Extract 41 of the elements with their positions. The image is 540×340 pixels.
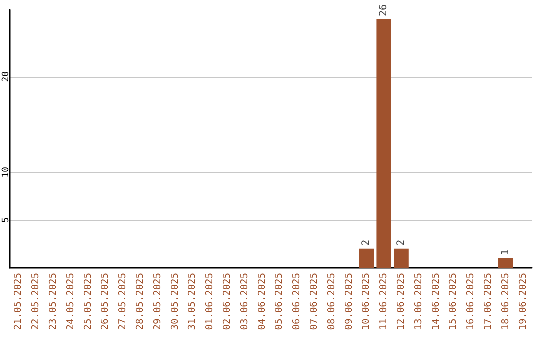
x-tick-label: 23.05.2025: [48, 273, 59, 330]
x-tick-label: 16.06.2025: [466, 273, 477, 330]
x-tick-label: 24.05.2025: [65, 273, 76, 330]
data-label: 2: [361, 240, 372, 246]
x-tick-label: 17.06.2025: [483, 273, 494, 330]
x-tick-label: 06.06.2025: [292, 273, 303, 330]
x-tick-label: 12.06.2025: [396, 273, 407, 330]
x-tick-label: 02.06.2025: [222, 273, 233, 330]
x-tick-label: 09.06.2025: [344, 273, 355, 330]
y-tick-label: 10: [2, 167, 12, 178]
x-tick-label: 04.06.2025: [256, 273, 268, 330]
x-tick-label: 31.05.2025: [187, 273, 198, 330]
x-tick-label: 27.05.2025: [118, 273, 129, 330]
x-tick-label: 29.05.2025: [152, 273, 164, 330]
x-tick-label: 05.06.2025: [274, 273, 286, 330]
x-tick-label: 14.06.2025: [430, 273, 442, 330]
x-tick-label: 11.06.2025: [378, 273, 390, 330]
x-tick-label: 19.06.2025: [518, 273, 529, 330]
x-tick-label: 13.06.2025: [413, 273, 424, 330]
x-tick-label: 28.05.2025: [135, 273, 146, 330]
x-tick-label: 08.06.2025: [326, 273, 338, 330]
bar: [498, 258, 514, 268]
x-tick-label: 01.06.2025: [204, 273, 216, 330]
x-tick-label: 25.05.2025: [82, 273, 94, 330]
bar: [394, 248, 409, 268]
data-label: 26: [378, 4, 390, 17]
x-tick-label: 18.06.2025: [500, 273, 512, 330]
x-tick-label: 07.06.2025: [309, 273, 320, 330]
bar: [359, 248, 374, 268]
x-tick-label: 15.06.2025: [448, 273, 460, 330]
x-tick-label: 10.06.2025: [361, 273, 372, 330]
x-tick-label: 22.05.2025: [30, 273, 42, 330]
data-label: 2: [396, 240, 407, 246]
x-tick-label: 21.05.2025: [13, 273, 24, 330]
x-tick-label: 03.06.2025: [239, 273, 250, 330]
x-tick-label: 26.05.2025: [100, 273, 112, 330]
bar: [376, 20, 392, 268]
y-tick-label: 20: [2, 71, 12, 82]
x-tick-label: 30.05.2025: [170, 273, 181, 330]
y-tick-label: 5: [2, 218, 12, 223]
data-label: 1: [500, 249, 512, 256]
